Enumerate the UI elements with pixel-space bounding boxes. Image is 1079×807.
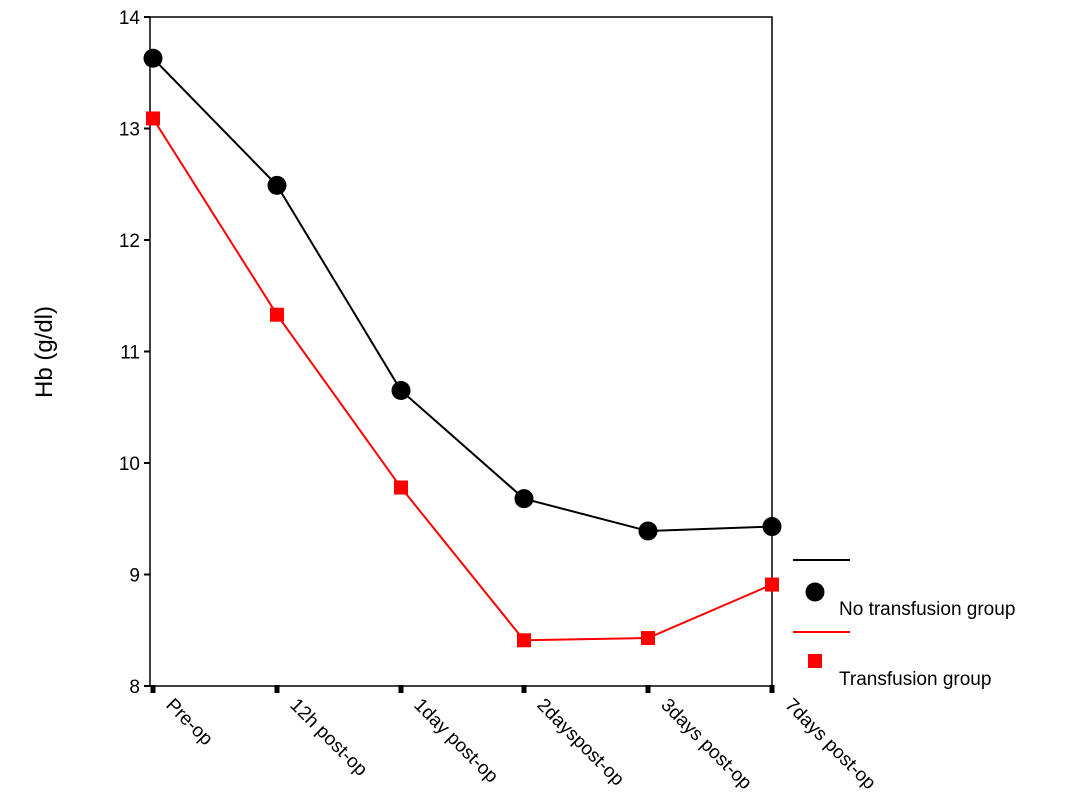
legend-label: Transfusion group bbox=[839, 669, 991, 690]
series-line bbox=[152, 117, 773, 642]
y-axis-label: Hb (g/dl) bbox=[31, 306, 58, 398]
x-tick bbox=[645, 685, 651, 693]
legend-entry: No transfusion group bbox=[793, 559, 1015, 620]
data-point bbox=[146, 111, 160, 126]
data-point bbox=[765, 577, 779, 592]
data-point bbox=[517, 633, 531, 648]
data-point bbox=[762, 517, 782, 537]
series-layer bbox=[143, 48, 782, 648]
legend-marker bbox=[805, 582, 825, 602]
x-tick bbox=[274, 685, 280, 693]
x-tick bbox=[398, 685, 404, 693]
series-transfusion bbox=[146, 111, 779, 648]
x-tick-label: 2dayspost-op bbox=[532, 695, 628, 791]
x-tick-label: Pre-op bbox=[161, 695, 216, 750]
series-no-transfusion bbox=[143, 48, 782, 541]
x-tick bbox=[769, 685, 775, 693]
data-point bbox=[270, 307, 284, 322]
y-tick-label: 10 bbox=[119, 454, 140, 475]
data-point bbox=[638, 521, 658, 541]
y-tick-label: 13 bbox=[119, 120, 140, 141]
data-point bbox=[641, 631, 655, 646]
series-line bbox=[152, 57, 773, 533]
y-tick-label: 8 bbox=[129, 677, 140, 698]
legend: No transfusion group Transfusion group bbox=[793, 559, 1015, 690]
x-tick-label: 12h post-op bbox=[285, 695, 371, 781]
data-point bbox=[143, 48, 163, 68]
x-tick-label: 3days post-op bbox=[656, 695, 755, 794]
data-point bbox=[267, 175, 287, 195]
axes: 8 9 10 11 12 13 14 Pre-op 12h post-op 1day post-o… bbox=[119, 8, 880, 794]
y-tick-label: 12 bbox=[119, 231, 140, 252]
plot-frame bbox=[149, 16, 773, 687]
x-tick bbox=[150, 685, 156, 693]
legend-marker bbox=[808, 654, 822, 668]
y-tick-label: 14 bbox=[119, 8, 141, 29]
data-point bbox=[394, 480, 408, 495]
legend-entry: Transfusion group bbox=[793, 631, 991, 690]
y-tick-label: 9 bbox=[129, 566, 140, 587]
x-tick-label: 1day post-op bbox=[409, 695, 502, 788]
data-point bbox=[514, 489, 534, 509]
x-tick-label: 7days post-op bbox=[780, 695, 879, 794]
y-tick-label: 11 bbox=[120, 343, 140, 364]
x-tick bbox=[521, 685, 527, 693]
legend-label: No transfusion group bbox=[839, 599, 1015, 620]
data-point bbox=[391, 381, 411, 401]
